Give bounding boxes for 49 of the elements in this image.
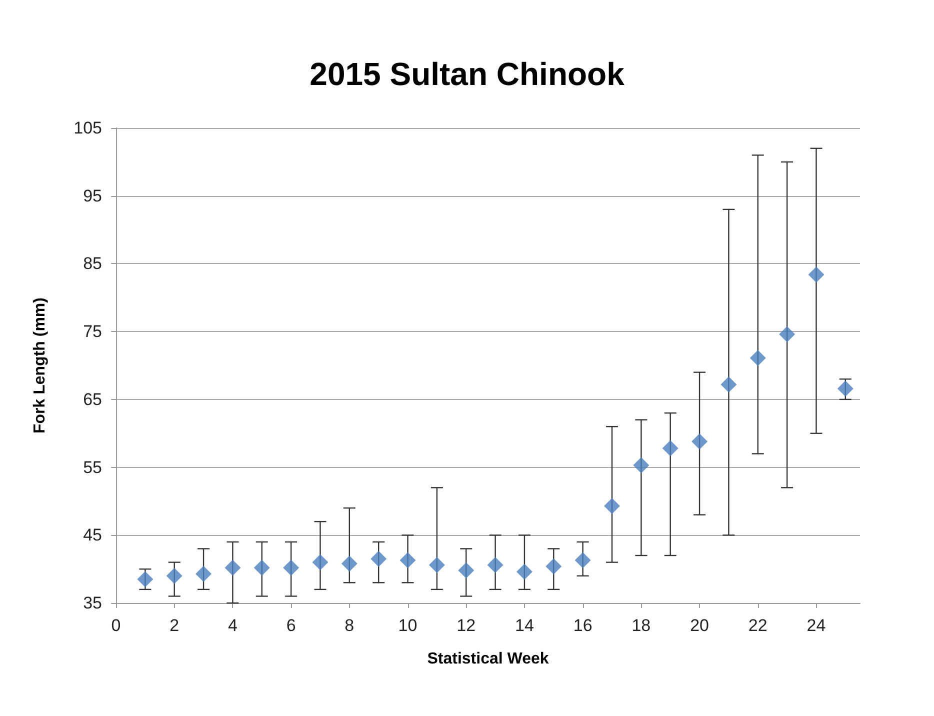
point <box>428 557 445 573</box>
y-tick-label: 75 <box>83 322 102 342</box>
point <box>546 558 562 574</box>
point <box>458 562 474 578</box>
y-tick-label: 55 <box>83 458 102 477</box>
point <box>779 326 796 342</box>
y-tick-label: 35 <box>83 594 102 612</box>
point <box>224 560 241 576</box>
point <box>312 554 328 570</box>
y-tick-label: 85 <box>83 254 102 274</box>
point <box>166 568 182 584</box>
x-tick-label: 16 <box>573 616 592 635</box>
y-tick-label: 105 <box>74 118 102 138</box>
point <box>750 350 766 366</box>
y-tick-label: 45 <box>83 526 102 545</box>
point <box>574 552 591 568</box>
x-tick-label: 14 <box>515 616 534 635</box>
point <box>837 380 854 397</box>
x-tick-label: 4 <box>228 616 238 635</box>
point <box>254 560 270 576</box>
point <box>370 550 387 567</box>
point <box>487 557 504 573</box>
x-tick-label: 0 <box>111 616 121 635</box>
x-tick-label: 8 <box>344 616 354 635</box>
x-tick-label: 12 <box>456 616 476 635</box>
point <box>516 564 532 580</box>
x-tick-label: 24 <box>806 616 826 635</box>
x-tick-label: 20 <box>690 616 709 635</box>
point <box>341 556 358 572</box>
point <box>196 566 212 582</box>
point <box>662 440 678 456</box>
y-tick-label: 95 <box>83 186 102 206</box>
point <box>633 457 650 474</box>
x-tick-label: 6 <box>286 616 296 635</box>
point <box>808 266 824 283</box>
x-tick-label: 10 <box>398 616 418 635</box>
x-tick-label: 22 <box>748 616 768 635</box>
y-tick-label: 65 <box>83 390 102 409</box>
x-tick-label: 18 <box>632 616 651 635</box>
point <box>137 571 154 588</box>
point <box>604 498 620 514</box>
x-axis-title: Statistical Week <box>427 650 549 668</box>
point <box>692 434 708 450</box>
y-axis-title: Fork Length (mm) <box>32 298 48 434</box>
x-tick-label: 2 <box>170 616 180 635</box>
point <box>720 376 737 392</box>
point <box>400 552 416 568</box>
point <box>283 560 300 576</box>
chart-title: 2015 Sultan Chinook <box>310 56 625 92</box>
